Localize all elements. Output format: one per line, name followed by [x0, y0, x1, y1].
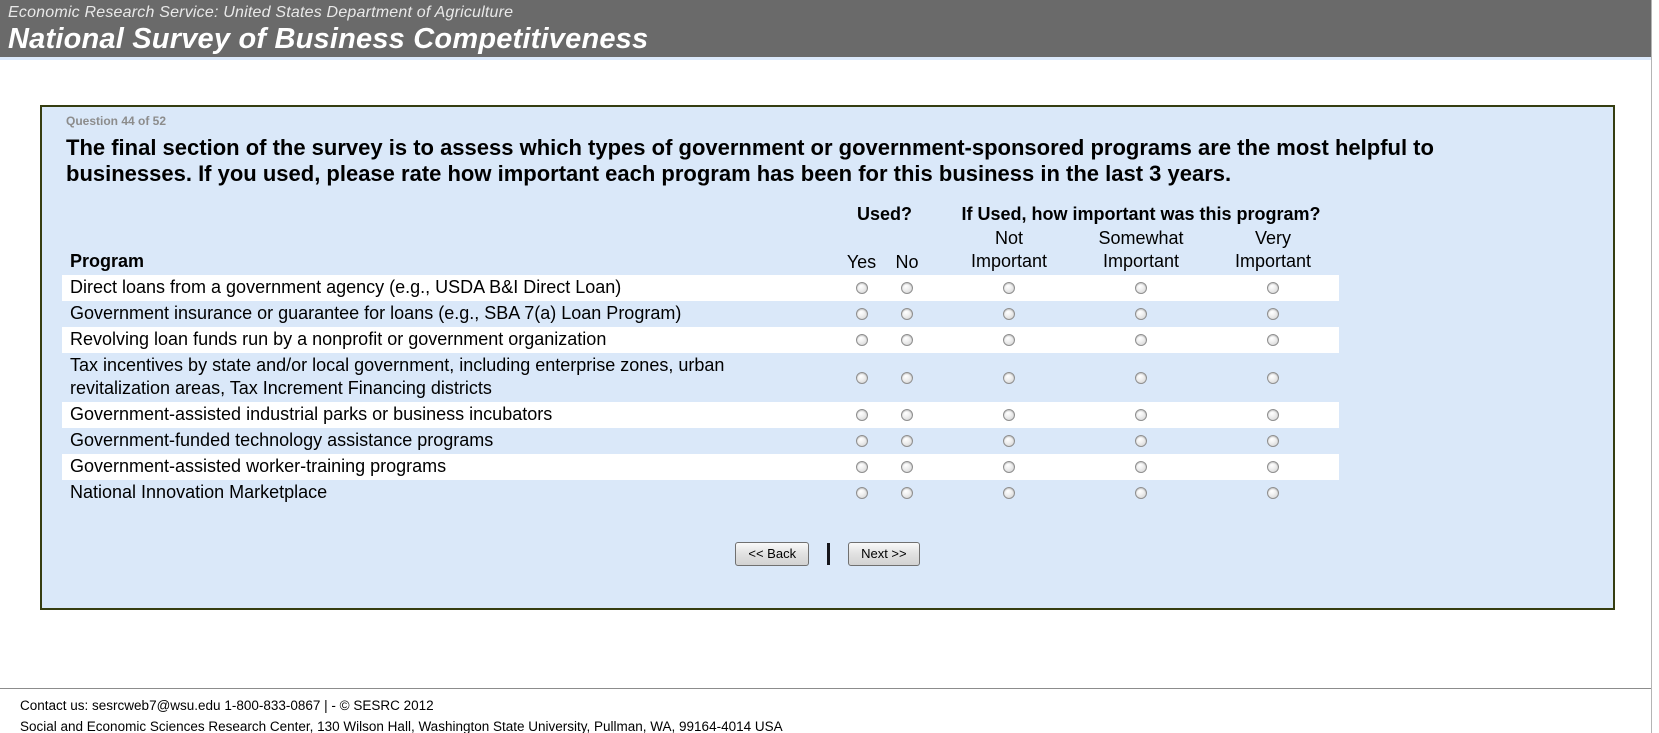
table-row: Revolving loan funds run by a nonprofit … [62, 327, 1339, 353]
radio-somewhat-important[interactable] [1135, 308, 1147, 320]
not-important-column-header: Not Important [970, 228, 1048, 271]
radio-used-no[interactable] [901, 435, 913, 447]
navigation-buttons: << Back Next >> [42, 542, 1613, 566]
radio-used-no[interactable] [901, 308, 913, 320]
radio-very-important[interactable] [1267, 334, 1279, 346]
table-row: Tax incentives by state and/or local gov… [62, 353, 1339, 402]
radio-not-important[interactable] [1003, 282, 1015, 294]
radio-used-yes[interactable] [855, 308, 868, 320]
radio-used-yes[interactable] [855, 282, 868, 294]
radio-very-important[interactable] [1267, 461, 1279, 473]
radio-somewhat-important[interactable] [1135, 461, 1147, 473]
page-footer: Contact us: sesrcweb7@wsu.edu 1-800-833-… [0, 688, 1651, 733]
program-label: Tax incentives by state and/or local gov… [70, 355, 725, 398]
radio-somewhat-important[interactable] [1135, 435, 1147, 447]
importance-group-header: If Used, how important was this program? [961, 204, 1321, 224]
program-label: Government insurance or guarantee for lo… [70, 303, 682, 323]
radio-very-important[interactable] [1267, 371, 1279, 384]
program-label: Government-funded technology assistance … [70, 430, 494, 450]
program-label: Government-assisted industrial parks or … [70, 404, 553, 424]
question-text: The final section of the survey is to as… [66, 135, 1434, 186]
program-label: Government-assisted worker-training prog… [70, 456, 447, 476]
very-important-column-header: Very Important [1234, 228, 1312, 271]
contact-prefix: Contact us: [20, 698, 93, 713]
back-button[interactable]: << Back [735, 542, 810, 566]
table-row: Government-assisted industrial parks or … [62, 402, 1339, 428]
contact-email-link[interactable]: sesrcweb7@wsu.edu [92, 698, 221, 713]
program-table-rows: Direct loans from a government agency (e… [62, 275, 1339, 506]
question-panel: Question 44 of 52 The final section of t… [40, 105, 1615, 610]
yes-column-header: Yes [846, 252, 877, 272]
radio-used-yes[interactable] [855, 487, 868, 499]
radio-used-no[interactable] [901, 409, 913, 421]
used-group-header: Used? [856, 204, 912, 224]
contact-line: Contact us: sesrcweb7@wsu.edu 1-800-833-… [20, 695, 1651, 716]
button-divider [827, 543, 831, 565]
agency-name: Economic Research Service: United States… [8, 4, 514, 21]
radio-very-important[interactable] [1267, 487, 1279, 499]
radio-used-no[interactable] [901, 334, 913, 346]
table-row: Government insurance or guarantee for lo… [62, 301, 1339, 327]
radio-not-important[interactable] [1003, 371, 1015, 384]
radio-very-important[interactable] [1267, 435, 1279, 447]
contact-suffix: 1-800-833-0867 | - © SESRC 2012 [220, 698, 434, 713]
radio-somewhat-important[interactable] [1135, 334, 1147, 346]
radio-used-yes[interactable] [855, 409, 868, 421]
radio-used-yes[interactable] [855, 334, 868, 346]
next-button[interactable]: Next >> [848, 542, 920, 566]
address-line: Social and Economic Sciences Research Ce… [20, 719, 783, 733]
radio-somewhat-important[interactable] [1135, 409, 1147, 421]
page-title: National Survey of Business Competitiven… [8, 23, 649, 55]
no-column-header: No [895, 252, 919, 272]
table-group-header-row: Used? If Used, how important was this pr… [62, 203, 1339, 225]
table-row: National Innovation Marketplace [62, 480, 1339, 506]
radio-used-no[interactable] [901, 487, 913, 499]
radio-used-no[interactable] [901, 461, 913, 473]
table-row: Government-funded technology assistance … [62, 428, 1339, 454]
radio-not-important[interactable] [1003, 461, 1015, 473]
program-column-header: Program [70, 251, 145, 271]
radio-very-important[interactable] [1267, 282, 1279, 294]
radio-very-important[interactable] [1267, 409, 1279, 421]
radio-used-yes[interactable] [855, 435, 868, 447]
radio-very-important[interactable] [1267, 308, 1279, 320]
radio-somewhat-important[interactable] [1135, 371, 1147, 384]
program-label: National Innovation Marketplace [70, 482, 328, 502]
program-rating-table: Used? If Used, how important was this pr… [62, 203, 1339, 506]
radio-not-important[interactable] [1003, 435, 1015, 447]
radio-not-important[interactable] [1003, 487, 1015, 499]
radio-used-no[interactable] [901, 371, 913, 384]
radio-used-yes[interactable] [855, 461, 868, 473]
radio-not-important[interactable] [1003, 409, 1015, 421]
radio-somewhat-important[interactable] [1135, 487, 1147, 499]
program-label: Direct loans from a government agency (e… [70, 277, 622, 297]
radio-not-important[interactable] [1003, 334, 1015, 346]
program-label: Revolving loan funds run by a nonprofit … [70, 329, 607, 349]
header-divider [0, 57, 1651, 60]
radio-used-yes[interactable] [855, 371, 868, 384]
table-row: Direct loans from a government agency (e… [62, 275, 1339, 301]
app-header: Economic Research Service: United States… [0, 0, 1651, 57]
radio-somewhat-important[interactable] [1135, 282, 1147, 294]
radio-not-important[interactable] [1003, 308, 1015, 320]
radio-used-no[interactable] [901, 282, 913, 294]
somewhat-important-column-header: Somewhat Important [1098, 228, 1184, 271]
table-column-header-row: Program Yes No Not Important Somewhat Im… [62, 227, 1339, 275]
question-progress: Question 44 of 52 [66, 114, 167, 128]
table-row: Government-assisted worker-training prog… [62, 454, 1339, 480]
